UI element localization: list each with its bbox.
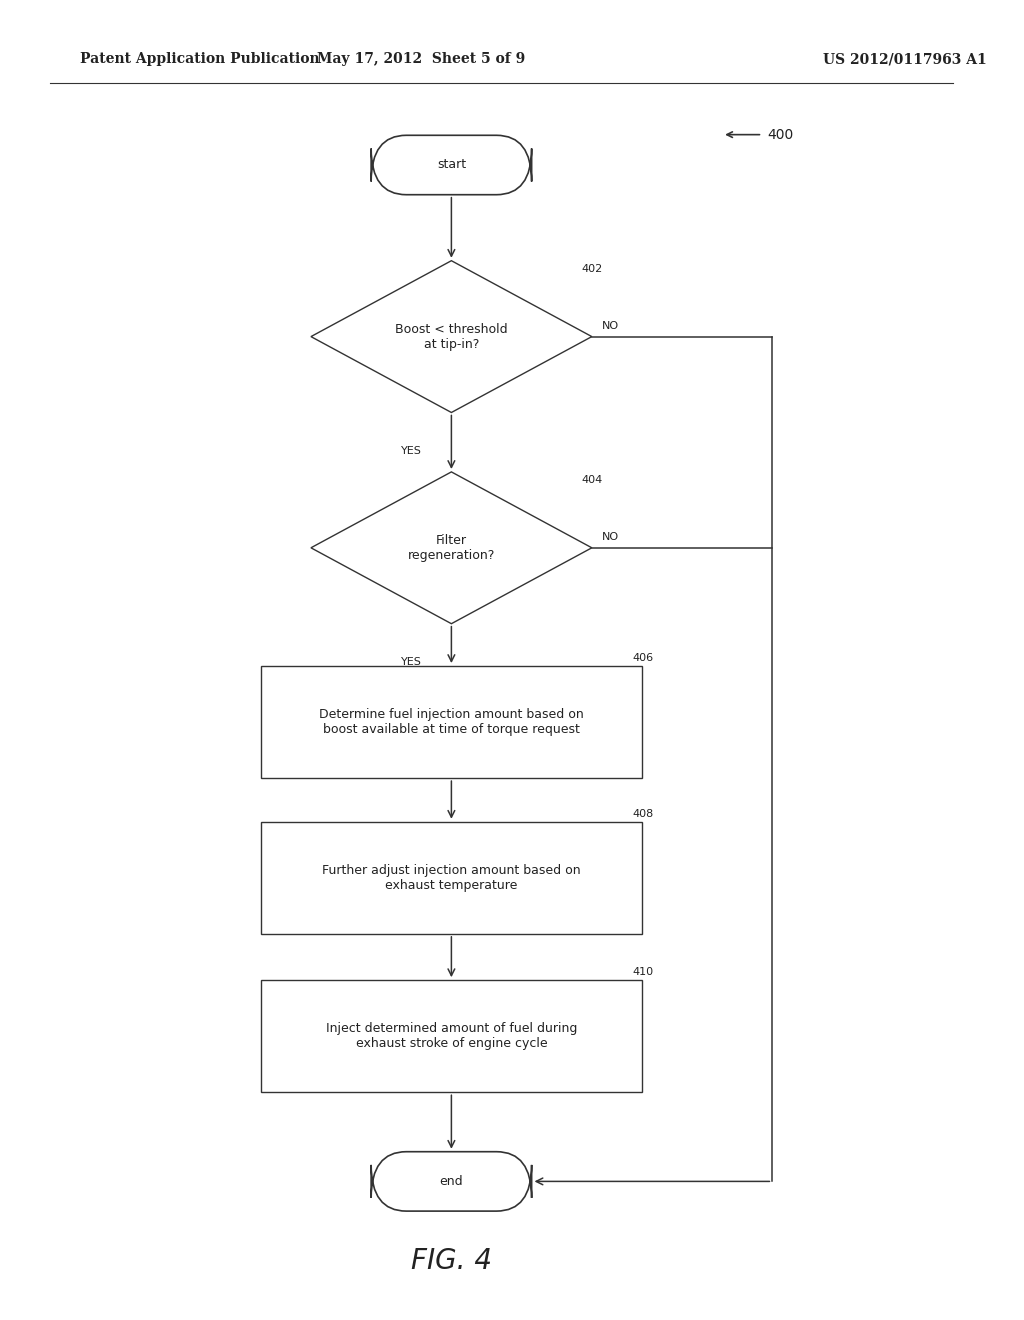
Text: Determine fuel injection amount based on
boost available at time of torque reque: Determine fuel injection amount based on… — [319, 708, 584, 737]
Text: end: end — [439, 1175, 463, 1188]
Text: 408: 408 — [632, 809, 653, 818]
Text: NO: NO — [602, 532, 618, 543]
Polygon shape — [311, 473, 592, 624]
Text: FIG. 4: FIG. 4 — [411, 1246, 492, 1275]
Text: YES: YES — [400, 446, 422, 455]
Text: 404: 404 — [582, 475, 603, 486]
Text: Patent Application Publication: Patent Application Publication — [80, 53, 319, 66]
Text: Filter
regeneration?: Filter regeneration? — [408, 533, 495, 562]
Bar — [261, 821, 642, 935]
Text: US 2012/0117963 A1: US 2012/0117963 A1 — [822, 53, 986, 66]
Text: YES: YES — [400, 657, 422, 667]
Text: 406: 406 — [632, 653, 653, 663]
Text: Boost < threshold
at tip-in?: Boost < threshold at tip-in? — [395, 322, 508, 351]
Text: NO: NO — [602, 321, 618, 331]
Bar — [261, 979, 642, 1093]
Text: Inject determined amount of fuel during
exhaust stroke of engine cycle: Inject determined amount of fuel during … — [326, 1022, 578, 1051]
FancyBboxPatch shape — [371, 1151, 531, 1212]
Text: start: start — [437, 158, 466, 172]
Text: 400: 400 — [767, 128, 794, 141]
Bar — [261, 665, 642, 777]
Text: Further adjust injection amount based on
exhaust temperature: Further adjust injection amount based on… — [323, 863, 581, 892]
FancyBboxPatch shape — [371, 135, 531, 195]
Text: May 17, 2012  Sheet 5 of 9: May 17, 2012 Sheet 5 of 9 — [317, 53, 525, 66]
Text: 410: 410 — [632, 968, 653, 977]
Text: 402: 402 — [582, 264, 603, 275]
Polygon shape — [311, 261, 592, 412]
